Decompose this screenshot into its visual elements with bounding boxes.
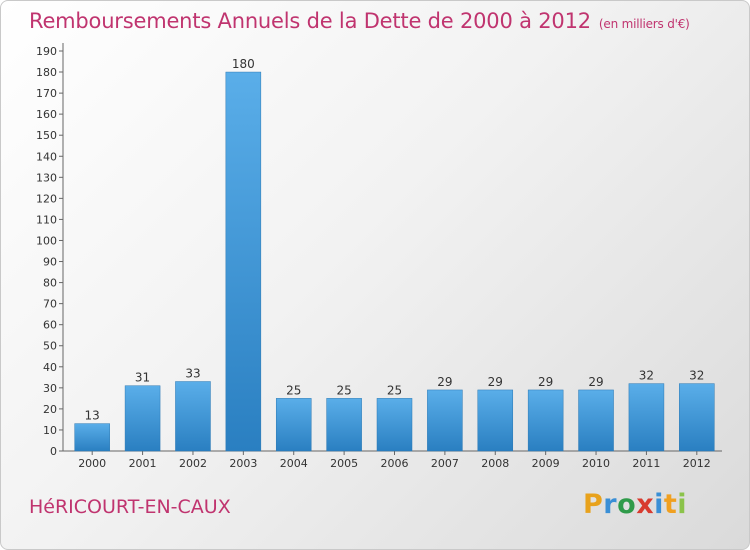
chart-subtitle: (en milliers d'€) [598,17,690,31]
x-tick-label-2007: 2007 [431,457,459,470]
y-tick-label: 100 [36,234,57,247]
bar-2012 [679,383,715,452]
bar-2006 [376,398,413,452]
chart-title-text: Remboursements Annuels de la Dette de 20… [29,9,591,33]
x-tick-label-2003: 2003 [229,457,257,470]
y-tick-label: 140 [36,150,57,163]
data-label-2008: 29 [488,375,503,389]
data-label-2011: 32 [639,369,654,383]
x-tick-label-2006: 2006 [381,457,409,470]
y-tick-label: 80 [43,277,57,290]
y-tick-label: 10 [43,424,57,437]
x-tick-label-2002: 2002 [179,457,207,470]
y-tick-label: 160 [36,108,57,121]
logo-letter: x [636,489,655,520]
data-label-2003: 180 [232,57,255,71]
bar-2001 [124,385,161,452]
data-label-2004: 25 [286,383,301,397]
y-tick-label: 190 [36,45,57,58]
bar-2008 [477,389,514,452]
bar-2009 [527,389,564,452]
x-tick-label-2008: 2008 [481,457,509,470]
x-tick-label-2000: 2000 [78,457,106,470]
y-tick-label: 60 [43,319,57,332]
bar-2004 [275,398,312,452]
x-tick-label-2009: 2009 [532,457,560,470]
data-label-2009: 29 [538,375,553,389]
y-tick-label: 120 [36,192,57,205]
y-axis: 0 10 20 30 40 50 60 70 80 90 100 110 120 130 140 150 160… [36,43,64,458]
logo-letter: P [583,489,604,520]
y-tick-label: 180 [36,66,57,79]
bar-2003 [225,71,262,452]
data-label-2002: 33 [185,367,200,381]
y-tick-label: 30 [43,382,57,395]
logo-letter: o [617,489,637,520]
data-label-2000: 13 [85,409,100,423]
data-label-2005: 25 [336,383,351,397]
logo-letter: i [677,489,688,520]
y-tick-label: 20 [43,403,57,416]
bar-2010 [578,389,614,452]
x-tick-label-2012: 2012 [683,457,711,470]
data-label-2007: 29 [437,375,452,389]
y-tick-label: 50 [43,340,57,353]
bar-2002 [175,381,211,452]
data-label-2006: 25 [387,383,402,397]
bar-2000 [74,423,110,452]
y-tick-label: 40 [43,361,57,374]
y-tick-label: 130 [36,171,57,184]
y-tick-label: 170 [36,87,57,100]
logo-letter: r [603,489,618,520]
y-tick-label: 150 [36,129,57,142]
chart-title: Remboursements Annuels de la Dette de 20… [29,9,690,33]
logo-letter: i [654,489,664,520]
y-tick-label: 110 [36,213,57,226]
x-tick-label-2010: 2010 [582,457,610,470]
x-tick-label-2011: 2011 [632,457,660,470]
bars: 13 31 33 180 25 25 25 29 29 29 29 32 32 [74,57,715,452]
y-tick-label: 70 [43,298,57,311]
bar-2011 [628,383,665,452]
y-tick-label: 90 [43,256,57,269]
x-tick-label-2005: 2005 [330,457,358,470]
x-tick-label-2004: 2004 [280,457,308,470]
bar-2005 [326,398,362,452]
commune-name: HéRICOURT-EN-CAUX [29,496,231,518]
x-tick-label-2001: 2001 [129,457,157,470]
data-label-2010: 29 [588,375,603,389]
data-label-2012: 32 [689,369,704,383]
logo-letter: t [663,489,678,520]
bar-2007 [427,389,463,452]
y-tick-label: 0 [50,445,57,458]
x-axis: 2000 2001 2002 2003 2004 2005 2006 2007 2008 2009… [63,450,722,470]
proxiti-logo[interactable]: Proxiti [583,489,687,520]
data-label-2001: 31 [135,371,150,385]
